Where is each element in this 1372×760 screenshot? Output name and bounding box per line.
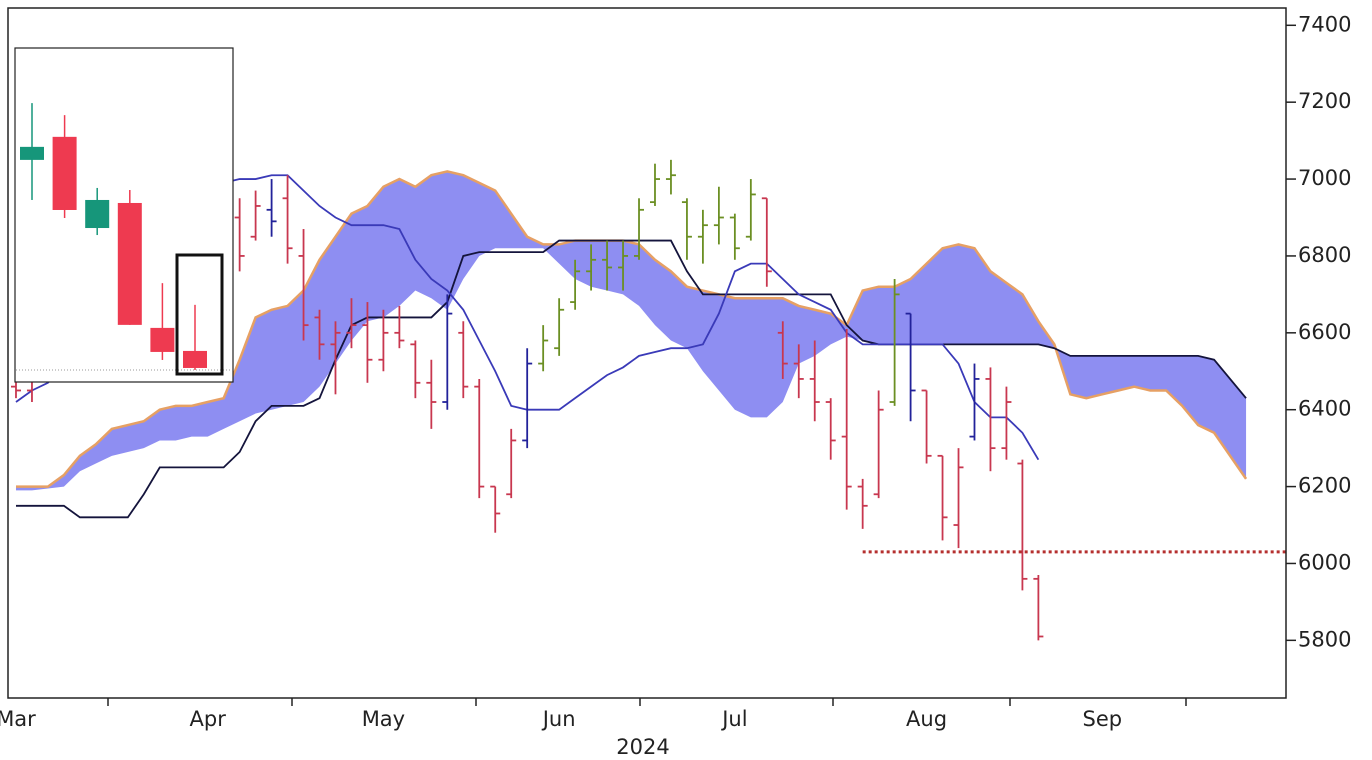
inset-chart [14, 47, 234, 383]
x-axis-label: 2024 [616, 735, 669, 759]
x-tick-label: Apr [190, 707, 227, 731]
cloud-edge [15, 170, 1248, 488]
x-tick-label: May [362, 707, 405, 731]
y-tick-label: 7400 [1298, 12, 1351, 36]
x-tick-label: Mar [0, 707, 36, 731]
y-tick-label: 7200 [1298, 89, 1351, 113]
candle-body [150, 327, 175, 352]
x-tick-label: Aug [906, 707, 947, 731]
candle-body [85, 199, 110, 229]
y-tick-label: 5800 [1298, 627, 1351, 651]
y-tick-label: 6800 [1298, 243, 1351, 267]
x-tick-label: Jun [541, 707, 576, 731]
x-tick-label: Sep [1082, 707, 1122, 731]
y-tick-label: 6600 [1298, 320, 1351, 344]
month-ticks [107, 698, 1187, 706]
inset-frame [14, 47, 234, 383]
y-tick-label: 6200 [1298, 474, 1351, 498]
y-tick-label: 6000 [1298, 550, 1351, 574]
plot-frame [7, 7, 1287, 699]
plot-area [10, 121, 1286, 641]
highlight-box [175, 253, 224, 376]
candle-body [183, 350, 207, 368]
candle-body [117, 202, 142, 325]
y-tick-label: 7000 [1298, 166, 1351, 190]
x-tick-label: Jul [720, 707, 747, 731]
candle-body [20, 146, 44, 160]
candle-body [52, 136, 77, 210]
y-tick-label: 6400 [1298, 397, 1351, 421]
indicator-line [15, 239, 1247, 519]
cloud [15, 171, 1247, 491]
